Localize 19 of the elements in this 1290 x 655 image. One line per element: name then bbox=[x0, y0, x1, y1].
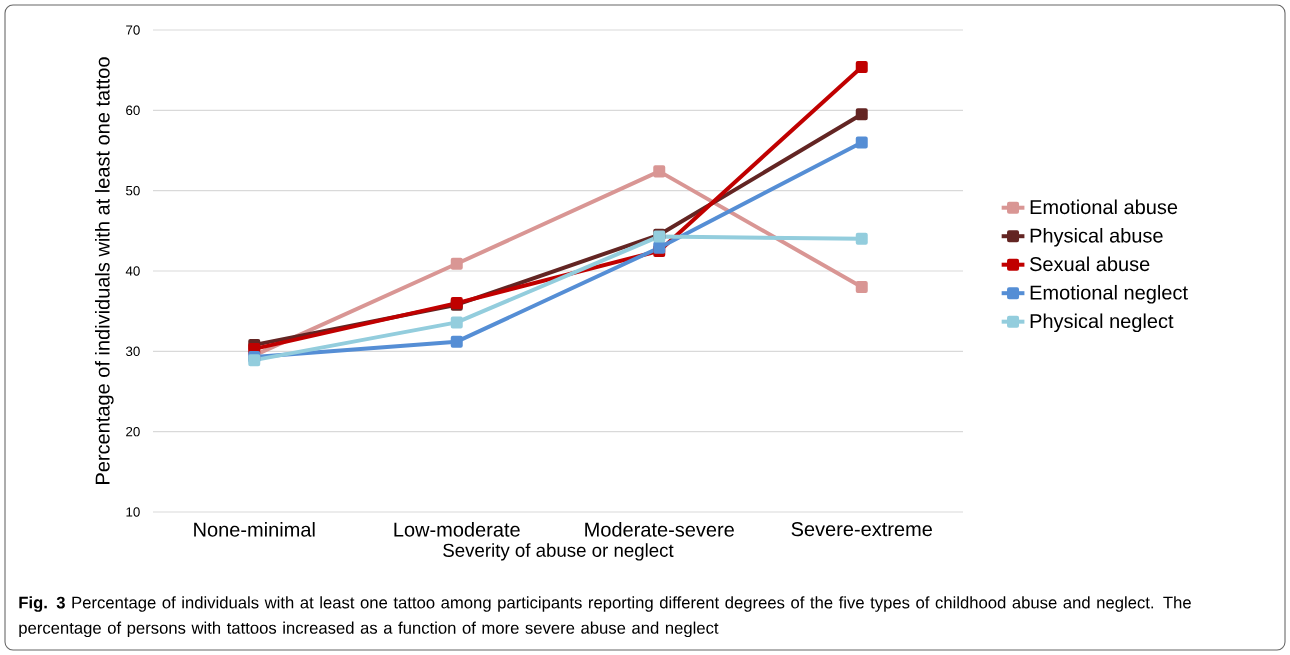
x-tick-label: Low-moderate bbox=[394, 522, 520, 537]
y-tick-label: 60 bbox=[126, 105, 140, 116]
x-tick-label: None-minimal bbox=[194, 522, 315, 537]
y-tick-label: 40 bbox=[125, 266, 140, 276]
legend-label: Emotional abuse bbox=[1030, 199, 1178, 215]
x-tick-label: Severe-extreme bbox=[791, 522, 932, 537]
x-tick-label: Moderate-severe bbox=[585, 522, 734, 537]
y-tick-label: 30 bbox=[125, 346, 140, 357]
text: Fig. 3 Percentage of individuals with at least one tattoo among participants reporting different degrees of the five types of childhood abuse and neglect. The percentage of persons with tattoos increased as a function of more severe abuse and neglect bbox=[19, 596, 1191, 638]
y-tick-label: 70 bbox=[126, 25, 140, 35]
legend-label: Sexual abuse bbox=[1029, 256, 1150, 272]
legend-label: Physical abuse bbox=[1030, 227, 1163, 247]
x-axis-title: Severity of abuse or neglect bbox=[443, 543, 674, 561]
y-axis-title: Percentage of individuals with at least one tattoo bbox=[95, 57, 114, 484]
legend-label: Emotional neglect bbox=[1030, 284, 1188, 304]
legend-label: Physical neglect bbox=[1030, 313, 1174, 333]
y-tick-label: 10 bbox=[126, 507, 140, 517]
y-tick-label: 50 bbox=[126, 185, 140, 196]
y-tick-label: 20 bbox=[126, 426, 140, 437]
